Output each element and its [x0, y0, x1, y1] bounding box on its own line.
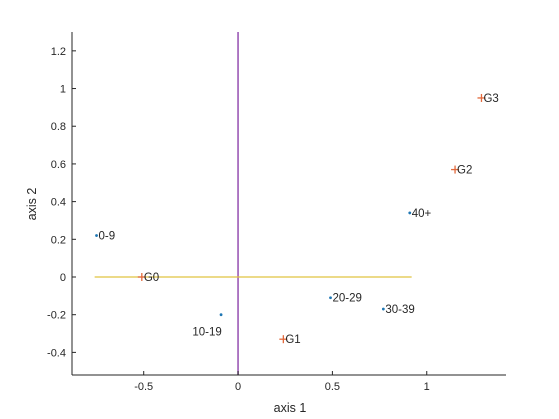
point-label-30-39: 30-39	[385, 304, 414, 316]
x-axis-label: axis 1	[274, 401, 307, 415]
point-label-10-19: 10-19	[192, 327, 221, 339]
dot-marker-30-39	[381, 307, 385, 311]
y-tick-label-7: 1	[60, 84, 66, 96]
y-tick-label-3: 0.2	[51, 234, 66, 246]
axes: -0.5 0 0.5 1 -0.4 -0.2 0 0.2 0.4 0.6 0.8 1 1.2	[47, 32, 506, 393]
plus-marker-g1	[279, 335, 288, 344]
plus-marker-g2	[451, 165, 460, 174]
reference-lines	[94, 32, 412, 375]
point-label-40-: 40+	[412, 208, 432, 220]
dot-marker-0-9	[95, 234, 98, 237]
dot-marker-10-19	[219, 313, 223, 317]
y-tick-label-6: 0.8	[51, 121, 66, 133]
data-points: 0-9 10-19 20-29 30-39 40+ G0 G1 G2 G3	[95, 93, 499, 346]
plus-marker-g3	[477, 93, 486, 102]
x-tick-label-2: 0.5	[325, 381, 340, 393]
point-label-20-29: 20-29	[333, 293, 362, 305]
x-tick-label-1: 0	[235, 381, 241, 393]
y-tick-label-8: 1.2	[51, 46, 66, 58]
y-tick-label-0: -0.4	[47, 347, 66, 359]
dot-marker-20-29	[329, 296, 332, 300]
point-label-g2: G2	[457, 165, 472, 177]
point-label-0-9: 0-9	[99, 231, 116, 243]
y-axis-label: axis 2	[25, 188, 39, 221]
y-tick-label-4: 0.4	[51, 197, 66, 209]
point-label-g0: G0	[144, 272, 159, 284]
y-tick-label-5: 0.6	[51, 159, 66, 171]
y-tick-label-1: -0.2	[47, 310, 66, 322]
y-tick-label-2: 0	[60, 272, 66, 284]
x-tick-label-3: 1	[424, 381, 430, 393]
point-label-g3: G3	[483, 93, 498, 105]
point-label-g1: G1	[285, 334, 300, 346]
x-tick-label-0: -0.5	[134, 381, 153, 393]
dot-marker-40-	[408, 211, 412, 215]
plus-marker-g0	[137, 273, 146, 281]
